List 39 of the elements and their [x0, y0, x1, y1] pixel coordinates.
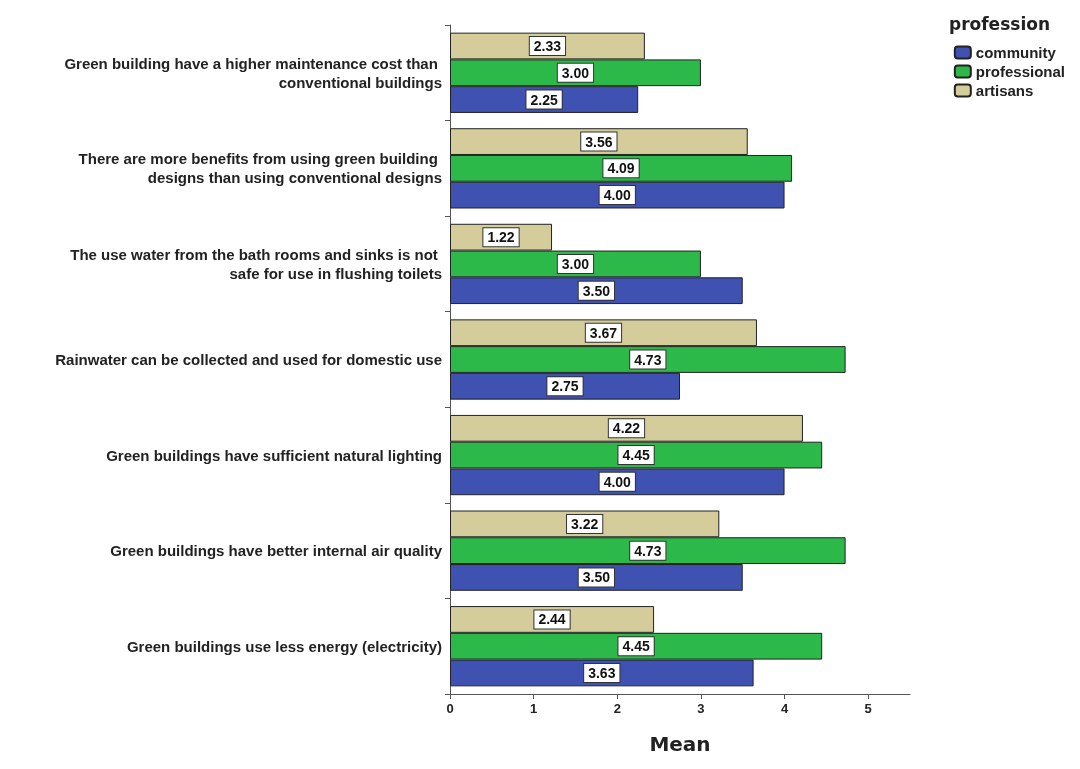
legend-title: profession — [949, 13, 1051, 34]
data-label: 4.73 — [634, 542, 662, 559]
data-label: 4.45 — [622, 638, 650, 655]
x-axis-title: Mean — [649, 732, 711, 756]
x-tick-label: 0 — [446, 701, 454, 716]
data-label: 4.73 — [634, 351, 662, 368]
data-label: 3.50 — [582, 282, 611, 299]
y-tick-label: Rainwater can be collected and used for domestic use — [55, 351, 442, 368]
data-label: 4.22 — [612, 420, 641, 437]
x-tick-label: 2 — [613, 701, 621, 716]
data-label: 2.25 — [530, 91, 558, 108]
x-tick-label: 5 — [864, 701, 872, 716]
y-tick-label: The use water from the bath rooms and sinks is not safe for use in flushing toilets — [70, 245, 442, 282]
y-tick-label: Green buildings have sufficient natural lighting — [106, 446, 442, 464]
y-tick-label: Green building have a higher maintenance cost than conventional buildings — [64, 54, 442, 91]
data-label: 3.00 — [561, 64, 590, 81]
y-tick-label: Green buildings use less energy (electricity) — [126, 637, 442, 655]
y-tick-label: There are more benefits from using green building designs than using conventional designs — [78, 150, 442, 187]
data-label: 3.50 — [582, 569, 611, 586]
data-label: 1.22 — [487, 229, 515, 246]
data-label: 2.44 — [538, 611, 566, 628]
legend-label: community — [975, 44, 1057, 61]
x-tick-label: 1 — [530, 701, 538, 716]
data-label: 3.67 — [589, 324, 618, 341]
data-label: 2.33 — [533, 38, 562, 55]
x-tick-label: 4 — [780, 701, 789, 716]
data-label: 4.09 — [607, 160, 635, 177]
data-label: 3.22 — [571, 515, 599, 532]
legend-label: professional — [975, 63, 1065, 80]
data-label: 3.63 — [588, 664, 616, 681]
data-label: 3.00 — [561, 255, 590, 272]
data-label: 2.75 — [551, 378, 579, 395]
x-tick-label: 3 — [697, 701, 705, 716]
data-label: 4.45 — [622, 447, 650, 464]
data-label: 3.56 — [585, 133, 613, 150]
y-tick-label: Green buildings have better internal air quality — [110, 542, 443, 560]
data-label: 4.00 — [603, 473, 632, 490]
legend-label: artisans — [975, 82, 1034, 99]
data-label: 4.00 — [603, 187, 632, 204]
